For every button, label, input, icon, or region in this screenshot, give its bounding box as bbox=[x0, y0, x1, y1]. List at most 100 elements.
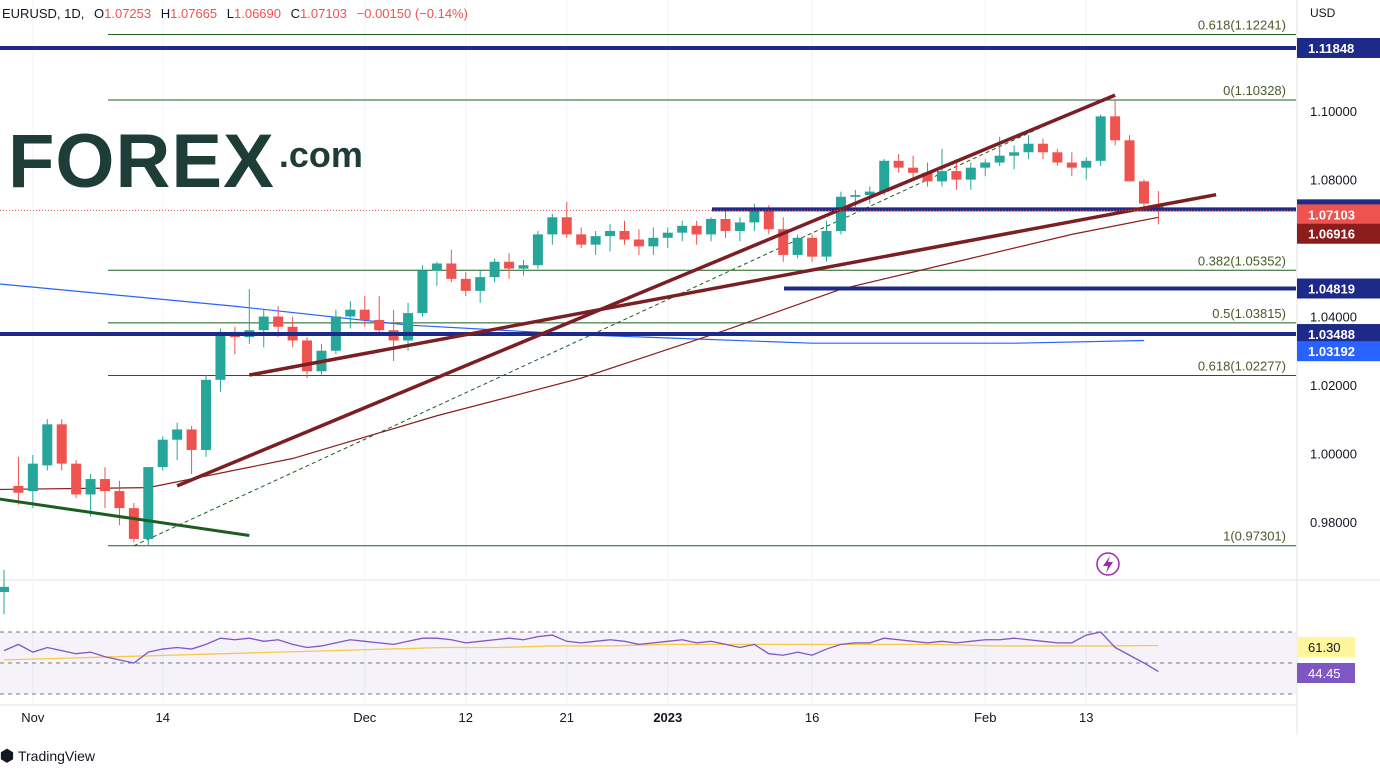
logo-main-text: FOREX bbox=[8, 119, 275, 204]
time-axis-label: 2023 bbox=[653, 710, 682, 725]
close-label: C bbox=[290, 6, 301, 21]
price-badge-label: 1.03192 bbox=[1308, 344, 1355, 359]
rsi-ma-label: 44.45 bbox=[1308, 666, 1341, 681]
candle-body bbox=[1095, 116, 1106, 161]
low-value: 1.06690 bbox=[234, 6, 281, 21]
candle-body bbox=[835, 196, 846, 231]
candle-body bbox=[922, 172, 933, 182]
rsi-ma-badge bbox=[1297, 663, 1355, 683]
candle-body bbox=[807, 237, 818, 257]
open-label: O bbox=[94, 6, 105, 21]
lightning-icon-bolt bbox=[1103, 556, 1113, 573]
candle-body bbox=[475, 277, 486, 291]
time-axis-label: 14 bbox=[155, 710, 169, 725]
price-badge bbox=[1297, 223, 1380, 244]
candle-body bbox=[0, 586, 9, 592]
candle-body bbox=[374, 319, 385, 331]
price-badge-label: 1.04819 bbox=[1308, 281, 1355, 296]
candle-body bbox=[994, 155, 1005, 163]
close-value: 1.07103 bbox=[300, 6, 348, 21]
candle-body bbox=[504, 261, 515, 269]
time-axis-label: 12 bbox=[459, 710, 473, 725]
candle-body bbox=[1138, 181, 1149, 204]
price-badge bbox=[1297, 278, 1380, 299]
low-label: L bbox=[226, 6, 234, 21]
channel-upper-line bbox=[176, 93, 1116, 488]
candle-body bbox=[850, 195, 861, 197]
price-badge-label: 1.03488 bbox=[1308, 327, 1355, 342]
candle-body bbox=[273, 316, 284, 327]
price-badge-label: 1.06916 bbox=[1308, 227, 1355, 242]
price-axis-tick: 1.00000 bbox=[1310, 446, 1357, 461]
candle-body bbox=[201, 379, 212, 450]
candle-body bbox=[648, 237, 659, 247]
high-label: H bbox=[160, 6, 171, 21]
candle-body bbox=[186, 429, 197, 450]
fib-trend-dashed-line bbox=[133, 99, 1101, 547]
fib-level-label: 0(1.10328) bbox=[1223, 83, 1286, 98]
fib-level-label: 0.382(1.05352) bbox=[1198, 253, 1286, 268]
candle-body bbox=[619, 230, 630, 240]
candle-body bbox=[27, 463, 38, 492]
rsi-value-label: 61.30 bbox=[1308, 640, 1341, 655]
candle-body bbox=[749, 208, 760, 223]
time-axis-label: Dec bbox=[353, 710, 377, 725]
currency-label[interactable]: USD bbox=[1310, 6, 1336, 20]
candle-body bbox=[879, 160, 890, 192]
interval-label[interactable]: 1D bbox=[64, 6, 81, 21]
candle-body bbox=[691, 225, 702, 235]
time-axis-label: 21 bbox=[560, 710, 574, 725]
candle-body bbox=[172, 429, 183, 440]
tradingview-brand-text: TradingView bbox=[17, 748, 96, 764]
candle-body bbox=[1124, 140, 1135, 182]
candle-body bbox=[1023, 143, 1034, 153]
candle-body bbox=[85, 479, 96, 495]
candle-body bbox=[763, 208, 774, 230]
price-badge-label: 1.11848 bbox=[1308, 41, 1354, 56]
candle-body bbox=[792, 237, 803, 255]
candle-body bbox=[403, 313, 414, 341]
candle-body bbox=[460, 278, 471, 291]
candle-body bbox=[547, 217, 558, 235]
open-value: 1.07253 bbox=[104, 6, 152, 21]
candle-body bbox=[864, 191, 875, 196]
time-axis-label: 13 bbox=[1079, 710, 1093, 725]
candle-body bbox=[100, 479, 111, 492]
candle-body bbox=[908, 167, 919, 173]
channel-lower-line bbox=[248, 192, 1217, 377]
candle-body bbox=[605, 230, 616, 237]
candle-body bbox=[417, 270, 428, 314]
fib-level-label: 0.5(1.03815) bbox=[1212, 306, 1286, 321]
candle-body bbox=[71, 463, 82, 495]
change-value: −0.00150 (−0.14%) bbox=[356, 6, 468, 21]
price-badge bbox=[1297, 324, 1380, 345]
candle-body bbox=[114, 491, 125, 509]
rsi-line bbox=[3, 631, 1159, 673]
logo-suffix-text: .com bbox=[278, 134, 363, 175]
candle-body bbox=[1037, 143, 1048, 153]
candle-body bbox=[518, 265, 529, 269]
candle-body bbox=[258, 316, 269, 331]
candle-body bbox=[532, 234, 543, 266]
tradingview-branding[interactable]: ⬢ TradingView bbox=[0, 746, 95, 766]
price-axis-tick: 1.10000 bbox=[1310, 104, 1357, 119]
candle-body bbox=[734, 222, 745, 231]
downtrend-line bbox=[0, 497, 250, 538]
ohlc-legend: EURUSD, 1D, O1.07253 H1.07665 L1.06690 C… bbox=[2, 6, 468, 21]
candle-body bbox=[677, 225, 688, 233]
candle-body bbox=[431, 263, 442, 271]
candle-body bbox=[128, 508, 139, 539]
candle-body bbox=[446, 263, 457, 279]
candle-body bbox=[951, 171, 962, 180]
price-axis-tick: 1.02000 bbox=[1310, 378, 1357, 393]
candle-body bbox=[489, 261, 500, 278]
candle-body bbox=[345, 309, 356, 317]
candle-body bbox=[1081, 160, 1092, 168]
time-axis-label: Feb bbox=[974, 710, 996, 725]
price-badge bbox=[1297, 37, 1380, 58]
symbol-name[interactable]: EURUSD bbox=[2, 6, 57, 21]
candle-body bbox=[215, 331, 226, 380]
candle-body bbox=[980, 162, 991, 168]
